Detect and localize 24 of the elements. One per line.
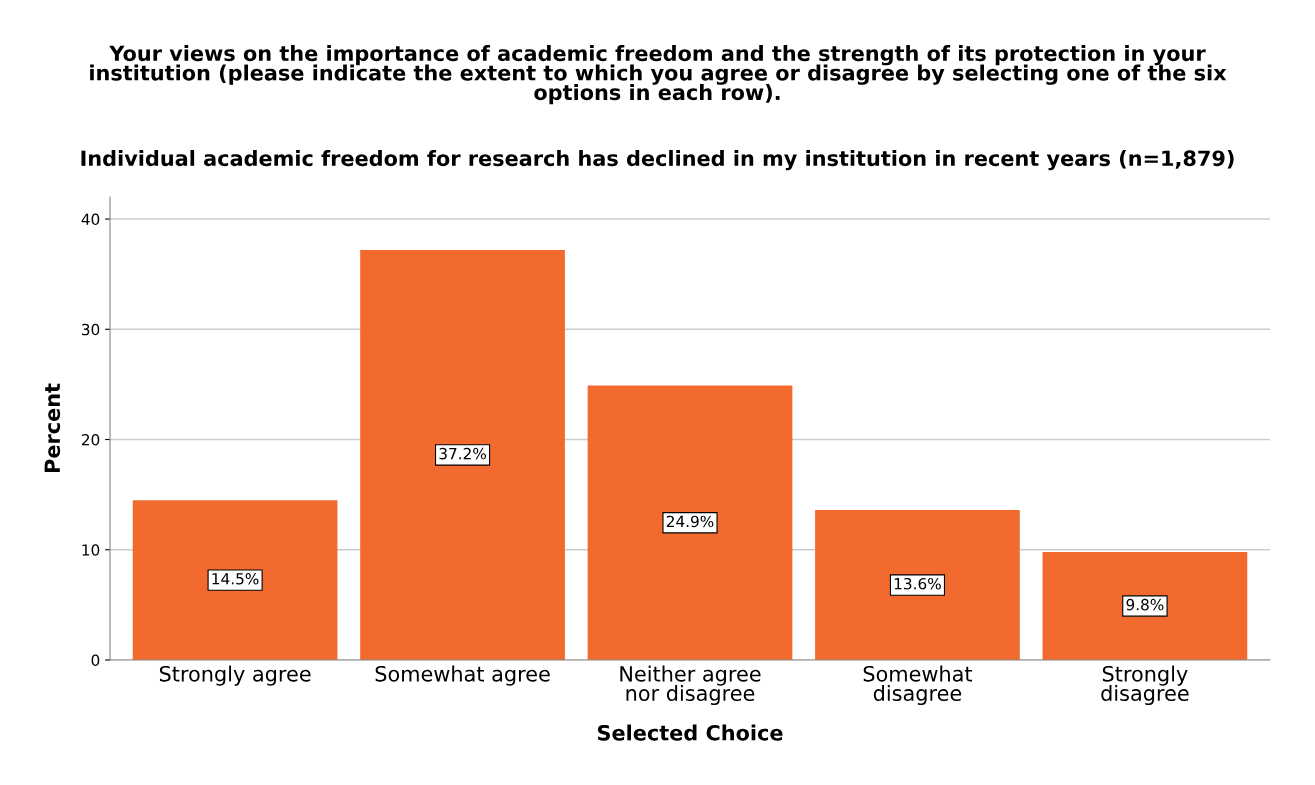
bar bbox=[132, 500, 338, 660]
bar bbox=[587, 385, 793, 660]
data-label: 37.2% bbox=[439, 447, 486, 460]
data-label: 14.5% bbox=[212, 572, 259, 585]
x-tick-label: Strongly disagree bbox=[1101, 665, 1189, 706]
data-label: 13.6% bbox=[894, 577, 941, 590]
bar bbox=[360, 249, 565, 660]
y-tick-label: 10 bbox=[82, 544, 100, 556]
chart-title: Your views on the importance of academic freedom and the strength of its protection in your institution (please indicate the extent to which you agree or disagree by selecting one of the six options in each row). bbox=[90, 45, 1227, 105]
x-tick-label: Neither agree nor disagree bbox=[620, 665, 761, 706]
data-label: 9.8% bbox=[1126, 598, 1164, 611]
y-tick-label: 40 bbox=[81, 213, 100, 226]
x-tick-label: Strongly agree bbox=[159, 665, 311, 686]
x-tick-label: Somewhat agree bbox=[375, 665, 550, 686]
data-label: 24.9% bbox=[666, 515, 714, 528]
bar bbox=[1042, 551, 1248, 660]
y-tick-label: 20 bbox=[81, 433, 100, 446]
x-tick-label: Somewhat disagree bbox=[863, 665, 973, 706]
y-tick-label: 0 bbox=[91, 654, 100, 667]
chart-subtitle: Individual academic freedom for research has declined in my institution in recent years (n=1,879) bbox=[81, 150, 1234, 171]
y-tick-label: 30 bbox=[82, 323, 100, 336]
bar bbox=[815, 510, 1020, 660]
y-axis-title: Percent bbox=[44, 383, 61, 473]
x-axis-title: Selected Choice bbox=[597, 724, 783, 741]
